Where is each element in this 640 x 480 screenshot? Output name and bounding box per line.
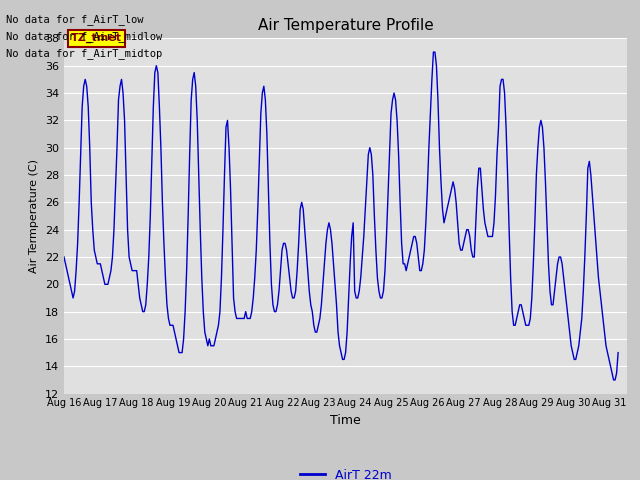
X-axis label: Time: Time [330,414,361,427]
Text: No data for f_AirT_midtop: No data for f_AirT_midtop [6,48,163,59]
Y-axis label: Air Termperature (C): Air Termperature (C) [29,159,39,273]
Legend: AirT 22m: AirT 22m [295,464,396,480]
Text: No data for f_AirT_midlow: No data for f_AirT_midlow [6,31,163,42]
Text: No data for f_AirT_low: No data for f_AirT_low [6,14,144,25]
Text: TZ_tmet: TZ_tmet [71,33,122,44]
Title: Air Temperature Profile: Air Temperature Profile [258,18,433,33]
